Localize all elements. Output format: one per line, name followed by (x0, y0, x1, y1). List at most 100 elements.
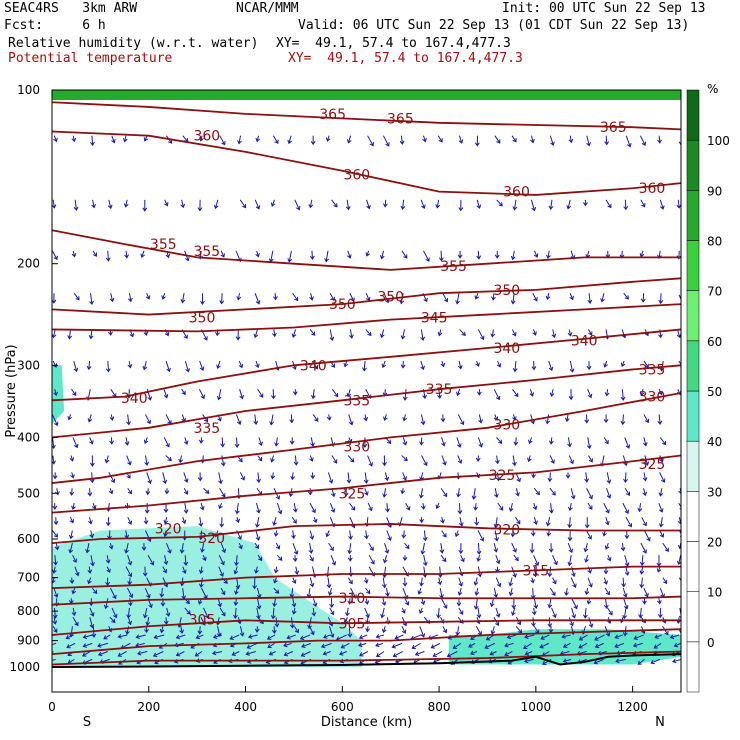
wind-vector (607, 554, 612, 562)
wind-vector (91, 587, 98, 594)
wind-vector (326, 577, 332, 589)
wind-vector (620, 360, 626, 368)
wind-vector (529, 543, 535, 554)
y-tick-label: 1000 (9, 660, 40, 674)
wind-vector (511, 607, 516, 616)
wind-vector (524, 651, 533, 656)
wind-vector (52, 360, 58, 368)
wind-vector (489, 598, 495, 608)
wind-vector (532, 502, 538, 511)
wind-vector (270, 199, 276, 207)
wind-vector (524, 658, 534, 664)
wind-vector (568, 503, 573, 512)
wind-vector (440, 414, 446, 423)
wind-vector (532, 292, 538, 302)
wind-vector (72, 554, 78, 563)
wind-vector (220, 250, 226, 258)
wind-vector (638, 607, 643, 619)
wind-vector (657, 607, 663, 619)
wind-vector (183, 472, 189, 483)
y-tick-label: 700 (17, 571, 40, 585)
wind-vector (422, 530, 428, 542)
wind-vector (212, 634, 223, 639)
wind-vector (272, 598, 278, 608)
wind-vector (311, 607, 317, 617)
wind-vector (273, 577, 278, 584)
wind-vector (309, 329, 316, 336)
wind-vector (234, 503, 240, 515)
wind-vector (414, 651, 425, 657)
colorbar-segment (686, 591, 700, 643)
wind-vector (347, 555, 353, 562)
wind-vector (245, 651, 256, 656)
wind-vector (650, 658, 661, 665)
wind-vector (125, 566, 133, 578)
wind-vector (578, 634, 588, 641)
wind-vector (71, 135, 77, 143)
wind-vector (432, 651, 443, 658)
wind-vector (476, 555, 482, 562)
wind-vector (328, 542, 334, 552)
wind-vector (493, 388, 501, 401)
wind-vector (547, 566, 553, 578)
wind-vector (659, 530, 665, 538)
wind-vector (254, 199, 261, 210)
wind-vector (108, 543, 114, 550)
colorbar-segment (686, 440, 700, 492)
wind-vector (200, 543, 205, 553)
wind-vector (547, 472, 553, 483)
wind-vector (568, 135, 574, 144)
wind-vector (145, 617, 151, 626)
theta-340-label: 340 (571, 334, 598, 350)
wind-vector (603, 360, 608, 368)
wind-vector (329, 598, 335, 608)
wind-vector (600, 293, 605, 303)
wind-vector (271, 626, 277, 634)
wind-vector (494, 455, 500, 465)
wind-vector (89, 293, 94, 306)
wind-vector (365, 250, 371, 257)
theta-355-label: 355 (440, 259, 467, 275)
wind-vector (71, 503, 76, 511)
wind-vector (446, 651, 458, 658)
wind-vector (524, 634, 535, 639)
wind-vector (545, 517, 551, 527)
wind-vector (235, 329, 241, 341)
wind-vector (440, 487, 448, 498)
wind-vector (310, 135, 316, 146)
wind-vector (126, 587, 134, 599)
wind-vector (123, 199, 129, 208)
wind-vector (270, 455, 275, 463)
wind-vector (325, 135, 331, 142)
wind-vector (380, 607, 385, 619)
wind-vector (161, 293, 166, 300)
wind-vector (127, 360, 133, 369)
wind-vector (571, 607, 577, 619)
wind-vector (587, 293, 593, 304)
wind-vector (239, 472, 246, 481)
wind-vector (219, 293, 225, 305)
y-tick-label: 300 (17, 358, 40, 372)
wind-vector (89, 607, 95, 617)
wind-vector (364, 607, 370, 619)
wind-vector (658, 517, 664, 528)
wind-vector (320, 642, 332, 649)
wind-vector (491, 293, 496, 301)
wind-vector (568, 389, 574, 401)
wind-vector (508, 577, 514, 587)
wind-vector (117, 651, 127, 657)
plot-frame (51, 89, 682, 693)
wind-vector (219, 517, 225, 528)
wind-vector (512, 414, 517, 421)
wind-vector (270, 607, 276, 620)
wind-vector (143, 135, 149, 142)
wind-vector (312, 517, 318, 524)
wind-vector (368, 554, 375, 565)
wind-vector (219, 487, 226, 498)
colorbar-segment (686, 240, 700, 291)
wind-vector (400, 199, 406, 211)
wind-vector (457, 588, 463, 596)
wind-vector (142, 199, 148, 212)
wind-vector (531, 607, 537, 616)
wind-vector (605, 199, 612, 209)
